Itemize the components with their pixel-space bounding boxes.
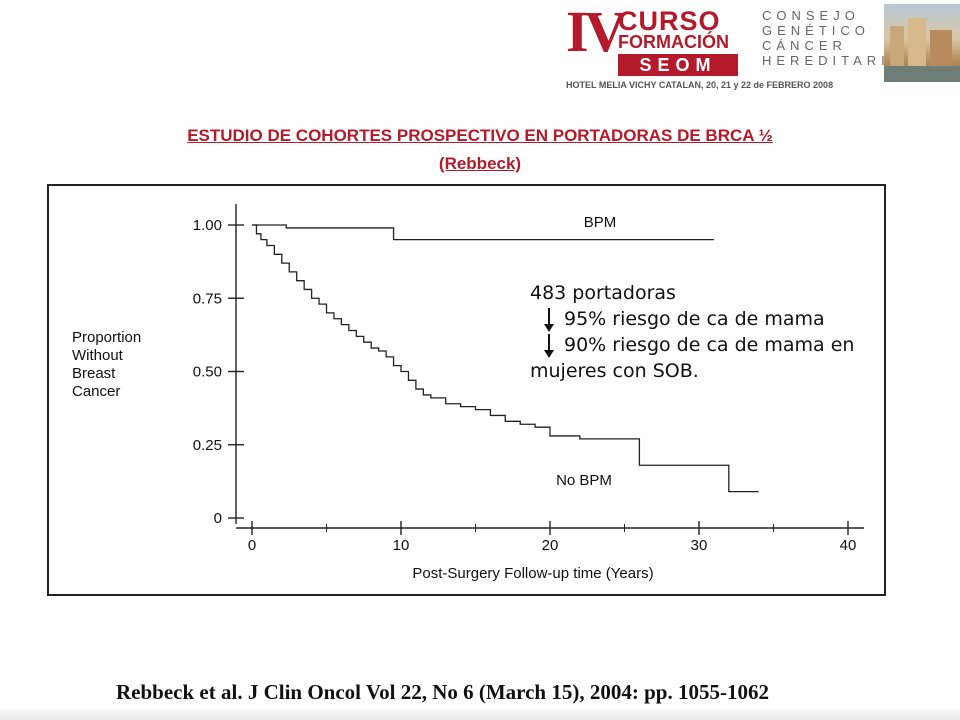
- logo-subtitle-line: CONSEJO: [762, 8, 860, 23]
- series-label-bpm: BPM: [584, 214, 617, 231]
- annotation-line-3-text: 90% riesgo de ca de mama en: [564, 334, 855, 356]
- logo-subtitle-line: HEREDITARIO: [762, 53, 905, 68]
- x-axis-label: Post-Surgery Follow-up time (Years): [412, 565, 653, 582]
- y-tick-label: 0.50: [193, 364, 222, 381]
- logo-subtitle-line: CÁNCER: [762, 38, 847, 53]
- annotation-line-2: 95% riesgo de ca de mama: [530, 306, 890, 332]
- annotation-box: 483 portadoras 95% riesgo de ca de mama …: [530, 280, 890, 384]
- annotation-line-1: 483 portadoras: [530, 282, 676, 304]
- x-tick-label: 20: [542, 537, 559, 554]
- series-line-no-bpm: [252, 224, 759, 493]
- city-photo: [884, 4, 960, 82]
- series-line-bpm: [252, 224, 714, 241]
- annotation-line-4: mujeres con SOB.: [530, 360, 699, 382]
- logo-subtitle: CONSEJO GENÉTICO CÁNCER HEREDITARIO: [762, 8, 905, 68]
- x-tick-label: 30: [691, 537, 708, 554]
- y-tick-label: 0.75: [193, 290, 222, 307]
- logo-subtitle-line: GENÉTICO: [762, 23, 870, 38]
- slide-title-line2: (Rebbeck): [438, 154, 522, 173]
- x-tick-label: 0: [248, 537, 256, 554]
- course-logo: IV CURSO FORMACIÓN SEOM CONSEJO GENÉTICO…: [562, 0, 960, 96]
- footer-band: [0, 706, 960, 720]
- citation: Rebbeck et al. J Clin Oncol Vol 22, No 6…: [116, 680, 769, 704]
- arrow-down-icon: [544, 308, 554, 332]
- logo-hotel-text: HOTEL MELIA VICHY CATALAN, 20, 21 y 22 d…: [566, 80, 834, 90]
- logo-curso-text: CURSO: [618, 6, 721, 36]
- x-tick-label: 40: [840, 537, 857, 554]
- annotation-line-3: 90% riesgo de ca de mama en: [530, 332, 890, 358]
- arrow-down-icon: [544, 334, 554, 358]
- x-tick-label: 10: [393, 537, 410, 554]
- y-axis-label: Breast: [72, 365, 116, 382]
- series-label-no-bpm: No BPM: [556, 472, 612, 489]
- logo-formacion-text: FORMACIÓN: [618, 32, 729, 52]
- slide-title: ESTUDIO DE COHORTES PROSPECTIVO EN PORTA…: [40, 122, 920, 178]
- y-axis-label: Cancer: [72, 383, 120, 400]
- y-tick-label: 0.25: [193, 437, 222, 454]
- y-axis-label: Proportion: [72, 329, 141, 346]
- slide-title-line1: ESTUDIO DE COHORTES PROSPECTIVO EN PORTA…: [187, 126, 773, 145]
- y-tick-label: 0: [214, 510, 222, 527]
- logo-seom-text: SEOM: [618, 54, 738, 76]
- annotation-line-2-text: 95% riesgo de ca de mama: [564, 308, 825, 330]
- y-axis-label: Without: [72, 347, 124, 364]
- logo-roman-numeral: IV: [566, 0, 627, 64]
- y-tick-label: 1.00: [193, 217, 222, 234]
